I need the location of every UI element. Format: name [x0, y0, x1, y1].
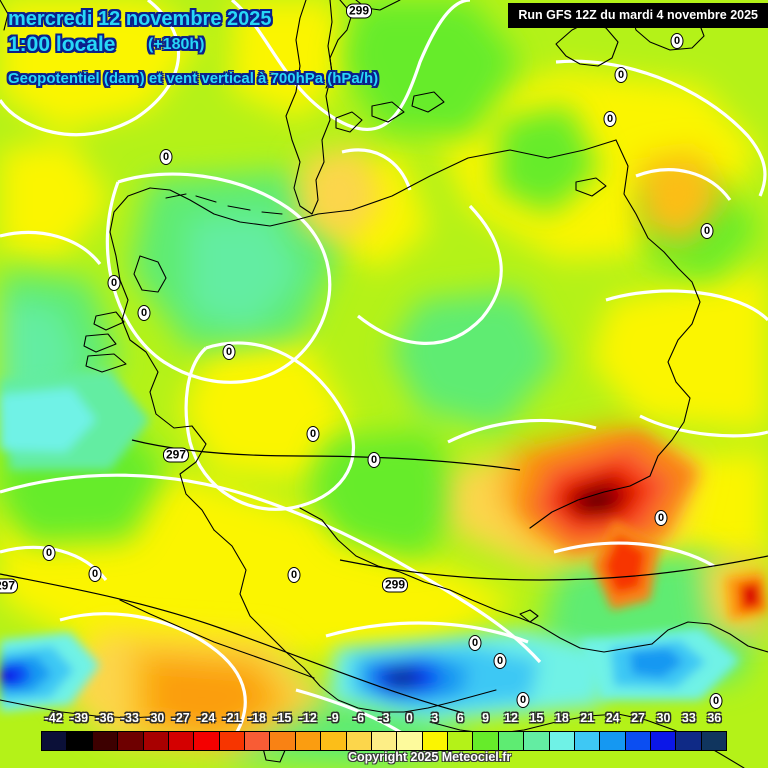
legend-swatch[interactable]	[371, 732, 398, 750]
legend-swatch[interactable]	[194, 732, 220, 750]
legend-tick-label: -42	[44, 711, 63, 725]
map-parameter-label: Geopotentiel (dam) et vent vertical à 70…	[8, 70, 379, 87]
legend-swatch[interactable]	[245, 732, 271, 750]
legend-tick-label: 9	[482, 711, 490, 725]
legend-swatch[interactable]	[270, 732, 296, 750]
legend-swatch[interactable]	[498, 732, 525, 750]
legend-swatch[interactable]	[473, 732, 499, 750]
legend-tick-label: -27	[171, 711, 190, 725]
legend-swatch[interactable]	[549, 732, 575, 750]
legend-tick-label: -18	[247, 711, 266, 725]
geopotential-contour-label: 297	[162, 447, 190, 463]
legend-tick-label: 6	[456, 711, 464, 725]
legend-swatch[interactable]	[625, 732, 651, 750]
legend-swatch[interactable]	[651, 732, 677, 750]
field-hot-secondary	[726, 572, 768, 620]
legend-swatch[interactable]	[524, 732, 550, 750]
field-cold-left	[0, 632, 100, 712]
legend-tick-label: 33	[681, 711, 696, 725]
zero-isoline-label: 0	[137, 305, 151, 321]
legend-tick-label: 21	[580, 711, 595, 725]
geopotential-contour-label: 299	[345, 3, 373, 19]
forecast-date-label: mercredi 12 novembre 2025	[8, 8, 272, 30]
legend-tick-label: -9	[327, 711, 339, 725]
legend-tick-label: -30	[146, 711, 165, 725]
zero-isoline-label: 0	[159, 149, 173, 165]
legend-tick-label: -21	[222, 711, 241, 725]
legend-tick-label: -15	[273, 711, 292, 725]
field-cold-alpine	[330, 630, 610, 722]
legend-tick-label: 30	[656, 711, 671, 725]
legend-tick-label: 3	[431, 711, 439, 725]
legend-swatch[interactable]	[168, 732, 195, 750]
legend-tick-label: -12	[298, 711, 317, 725]
legend-swatch[interactable]	[346, 732, 372, 750]
zero-isoline-label: 0	[493, 653, 507, 669]
legend-swatch[interactable]	[676, 732, 702, 750]
legend-tick-label: -3	[378, 711, 390, 725]
zero-isoline-label: 0	[670, 33, 684, 49]
legend-color-bar[interactable]	[41, 731, 727, 751]
copyright-label: Copyright 2025 Meteociel.fr	[348, 750, 512, 764]
zero-isoline-label: 0	[107, 275, 121, 291]
legend-swatch[interactable]	[92, 732, 119, 750]
legend-tick-label: -33	[120, 711, 139, 725]
legend-swatch[interactable]	[422, 732, 448, 750]
legend-tick-label: -36	[95, 711, 114, 725]
legend-swatch[interactable]	[448, 732, 474, 750]
legend-tick-label: 24	[605, 711, 620, 725]
zero-isoline-label: 0	[654, 510, 668, 526]
legend-swatch[interactable]	[397, 732, 423, 750]
forecast-step-label: (+180h)	[148, 36, 205, 53]
legend-swatch[interactable]	[118, 732, 144, 750]
geopotential-contour-label: 299	[381, 577, 409, 593]
legend-swatch[interactable]	[295, 732, 322, 750]
legend-tick-label: -24	[197, 711, 216, 725]
legend-swatch[interactable]	[600, 732, 626, 750]
legend-swatch[interactable]	[701, 732, 727, 750]
legend-tick-label: 15	[529, 711, 544, 725]
zero-isoline-label: 0	[222, 344, 236, 360]
legend-tick-label: 18	[554, 711, 569, 725]
field-hot-core	[520, 430, 700, 555]
zero-isoline-label: 0	[88, 566, 102, 582]
zero-isoline-label: 0	[306, 426, 320, 442]
legend-tick-label: -6	[353, 711, 365, 725]
legend-swatch[interactable]	[574, 732, 601, 750]
legend-swatch[interactable]	[67, 732, 93, 750]
zero-isoline-label: 0	[709, 693, 723, 709]
legend-tick-label: 12	[504, 711, 518, 725]
zero-isoline-label: 0	[468, 635, 482, 651]
legend-swatch[interactable]	[321, 732, 347, 750]
zero-isoline-label: 0	[287, 567, 301, 583]
geopotential-contour-label: 297	[0, 578, 19, 594]
field-cold-east	[580, 628, 740, 700]
legend-swatch[interactable]	[143, 732, 169, 750]
zero-isoline-label: 0	[367, 452, 381, 468]
zero-isoline-label: 0	[603, 111, 617, 127]
zero-isoline-label: 0	[42, 545, 56, 561]
legend-tick-label: 0	[405, 711, 413, 725]
legend-tick-label: 36	[707, 711, 722, 725]
legend-swatch[interactable]	[219, 732, 245, 750]
model-run-label: Run GFS 12Z du mardi 4 novembre 2025	[518, 8, 758, 22]
zero-isoline-label: 0	[614, 67, 628, 83]
zero-isoline-label: 0	[516, 692, 530, 708]
legend-tick-row: -42 -39 -36 -33 -30 -27 -24 -21 -18 -15 -12 -9 -6 -3 0…	[0, 711, 768, 729]
zero-isoline-label: 0	[700, 223, 714, 239]
model-run-badge: Run GFS 12Z du mardi 4 novembre 2025	[508, 3, 768, 28]
legend-tick-label: 27	[631, 711, 646, 725]
legend-tick-label: -39	[70, 711, 89, 725]
legend-swatch[interactable]	[42, 732, 68, 750]
forecast-hour-label: 1:00 locale	[8, 33, 116, 56]
field-cold-northsea	[0, 370, 150, 470]
